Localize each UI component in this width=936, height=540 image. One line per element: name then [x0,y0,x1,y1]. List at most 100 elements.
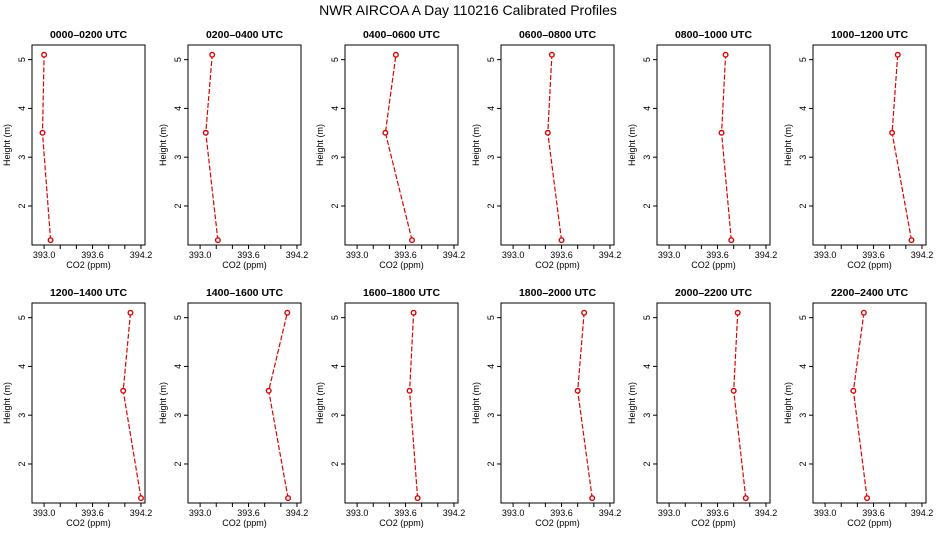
profile-panel: 0600–0800 UTC 393.0 393.6 394.2 CO2 (ppm) 2 3 4… [471,29,621,270]
panels: 0000–0200 UTC 393.0 393.6 394.2 CO2 (ppm) 2 3 4… [2,29,933,528]
y-tick-label: 2 [17,203,27,208]
y-tick-label: 4 [173,106,183,111]
plot-frame [500,44,615,246]
profile-point [581,309,588,316]
y-tick-label: 5 [17,315,27,320]
y-tick-label: 5 [173,315,183,320]
profile-point [589,495,596,502]
profile-point [548,51,555,58]
x-tick-label: 393.0 [33,508,56,518]
profile-point [574,387,581,394]
profile-point [730,387,737,394]
x-tick-label: 393.6 [550,250,573,260]
profile-panel: 2200–2400 UTC 393.0 393.6 394.2 CO2 (ppm) 2 3 4… [783,287,933,528]
plot-frame [812,302,927,504]
x-tick-label: 393.6 [706,250,729,260]
profile-point [742,495,749,502]
y-tick-label: 2 [486,461,496,466]
profile-point [120,387,127,394]
panel-title: 0400–0600 UTC [363,29,440,41]
y-axis-label: Height (m) [627,124,637,166]
x-tick-label: 393.0 [189,508,212,518]
y-axis-label: Height (m) [315,382,325,424]
panel-title: 0200–0400 UTC [206,29,283,41]
profile-line [547,54,563,241]
y-axis-label: Height (m) [627,382,637,424]
y-tick-label: 2 [642,203,652,208]
x-axis-label: CO2 (ppm) [691,260,736,270]
x-tick-label: 393.6 [862,508,885,518]
x-axis-label: CO2 (ppm) [66,260,111,270]
y-tick-label: 3 [798,155,808,160]
x-tick-label: 393.6 [550,508,573,518]
profile-point [285,495,292,502]
profile-point [408,237,415,244]
x-tick-label: 394.2 [599,250,622,260]
x-axis-label: CO2 (ppm) [535,518,580,528]
y-tick-label: 2 [798,203,808,208]
figure-title: NWR AIRCOA A Day 110216 Calibrated Profi… [319,2,617,18]
x-axis-label: CO2 (ppm) [691,518,736,528]
profile-line [733,312,747,499]
x-axis-label: CO2 (ppm) [379,518,424,528]
y-tick-label: 2 [17,461,27,466]
x-axis-label: CO2 (ppm) [222,260,267,270]
x-tick-label: 393.6 [706,508,729,518]
x-tick-label: 393.6 [237,250,260,260]
x-tick-label: 393.0 [502,250,525,260]
x-tick-label: 394.2 [755,250,778,260]
x-tick-label: 394.2 [599,508,622,518]
x-tick-label: 393.6 [394,250,417,260]
profile-panel: 1000–1200 UTC 393.0 393.6 394.2 CO2 (ppm) 2 3 4… [783,29,933,270]
profile-panel: 0000–0200 UTC 393.0 393.6 394.2 CO2 (ppm) 2 3 4… [2,29,152,270]
profile-point [734,309,741,316]
y-axis-label: Height (m) [783,382,793,424]
profile-panel: 2000–2200 UTC 393.0 393.6 394.2 CO2 (ppm) 2 3 4… [627,287,777,528]
x-axis-label: CO2 (ppm) [535,260,580,270]
profile-line [268,312,289,499]
y-tick-label: 4 [486,106,496,111]
x-axis-label: CO2 (ppm) [222,518,267,528]
y-tick-label: 4 [17,106,27,111]
y-axis-label: Height (m) [315,124,325,166]
plot-frame [31,302,146,504]
y-tick-label: 2 [173,203,183,208]
y-tick-label: 3 [486,155,496,160]
y-tick-label: 2 [330,461,340,466]
y-tick-label: 2 [642,461,652,466]
y-tick-label: 4 [798,106,808,111]
profile-point [850,387,857,394]
x-tick-label: 394.2 [130,250,153,260]
profile-point [414,495,421,502]
y-axis-label: Height (m) [783,124,793,166]
x-tick-label: 394.2 [286,250,309,260]
y-tick-label: 3 [17,155,27,160]
x-tick-label: 393.0 [502,508,525,518]
profile-point [544,129,551,136]
profile-point [382,129,389,136]
y-tick-label: 3 [486,413,496,418]
y-tick-label: 4 [17,364,27,369]
profile-point [718,129,725,136]
profile-panel: 1600–1800 UTC 393.0 393.6 394.2 CO2 (ppm) 2 3 4… [315,287,465,528]
plot-frame [187,44,302,246]
profile-panel: 0800–1000 UTC 393.0 393.6 394.2 CO2 (ppm) 2 3 4… [627,29,777,270]
panel-title: 1000–1200 UTC [831,29,908,41]
profile-panel: 0400–0600 UTC 393.0 393.6 394.2 CO2 (ppm) 2 3 4… [315,29,465,270]
profile-line [205,54,219,241]
profile-panel: 1800–2000 UTC 393.0 393.6 394.2 CO2 (ppm) 2 3 4… [471,287,621,528]
profile-line [720,54,732,241]
y-tick-label: 5 [330,57,340,62]
y-tick-label: 5 [330,315,340,320]
y-tick-label: 3 [642,155,652,160]
x-tick-label: 394.2 [443,250,466,260]
profile-point [265,387,272,394]
y-tick-label: 3 [173,413,183,418]
plot-frame [656,302,771,504]
y-axis-label: Height (m) [2,382,12,424]
y-tick-label: 2 [173,461,183,466]
x-tick-label: 393.0 [189,250,212,260]
panel-title: 0600–0800 UTC [519,29,596,41]
y-tick-label: 2 [486,203,496,208]
